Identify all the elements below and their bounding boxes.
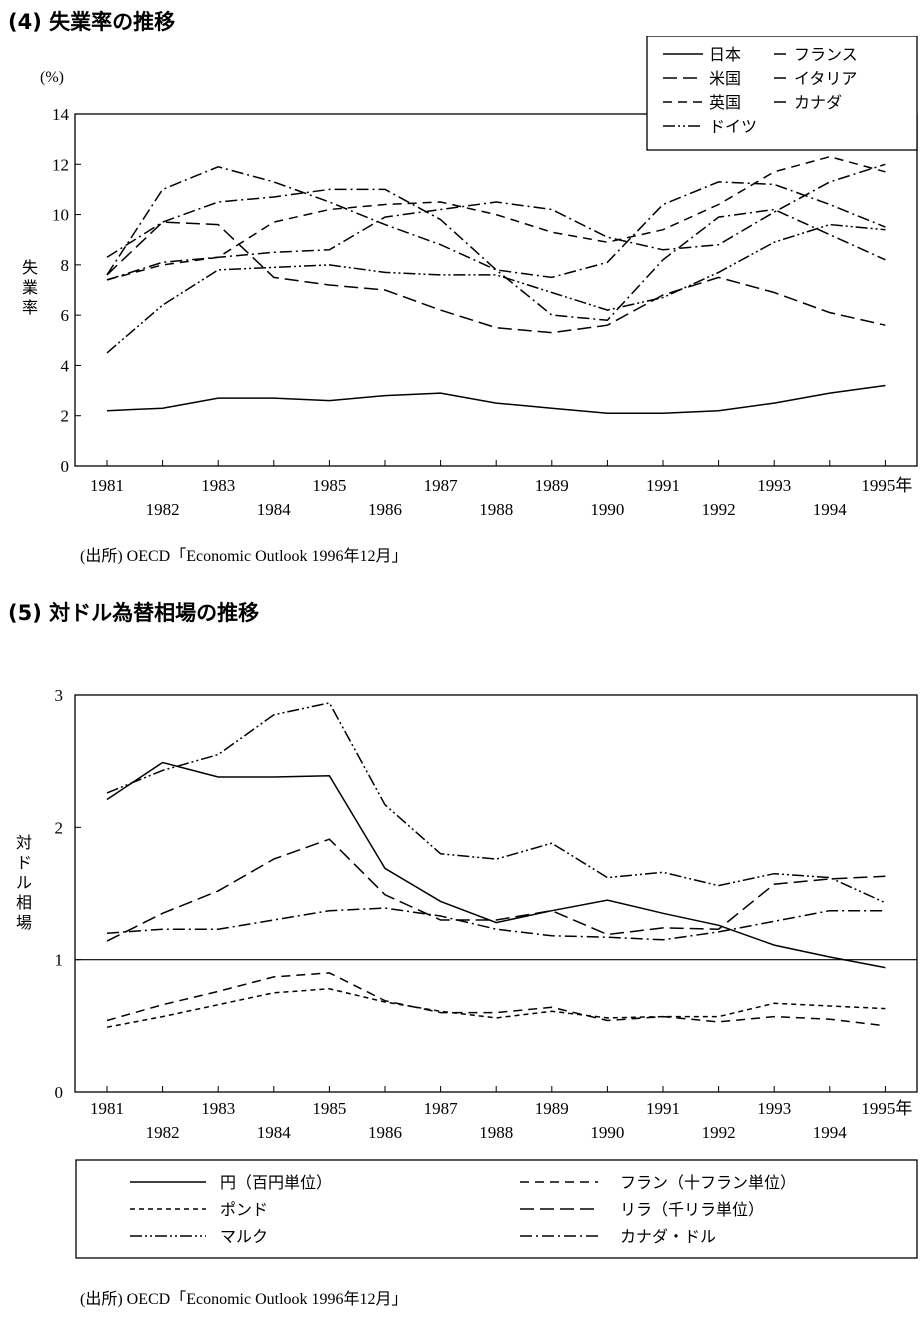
series-line-3 [106, 702, 886, 904]
legend-label: カナダ [794, 94, 842, 112]
x-tick-label: 1985 [312, 1099, 346, 1118]
y-tick-label: 4 [61, 356, 70, 375]
legend-label: 日本 [709, 46, 741, 64]
y-axis-label: ド [16, 855, 32, 872]
series-line-3 [106, 155, 886, 281]
y-tick-label: 12 [52, 155, 69, 174]
x-tick-label: 1990 [590, 500, 624, 519]
unemployment-line-chart: 0 2 4 6 8 10 12 14 (%) 失業率 1981 1982 1983 1984 1985 198… [22, 36, 918, 519]
x-tick-label: 1989 [535, 1099, 569, 1118]
section-heading-unemployment: (4) 失業率の推移 [8, 10, 176, 34]
x-tick-label: 1982 [146, 500, 180, 519]
x-tick-label: 1986 [368, 500, 402, 519]
x-tick-label: 1995年 [861, 1099, 912, 1118]
y-axis-label: 場 [16, 914, 32, 932]
series-line-5 [106, 163, 886, 281]
series-line-5 [106, 838, 886, 942]
x-tick-label: 1987 [424, 1099, 459, 1118]
series-line-6 [106, 907, 886, 941]
section-heading-exchange-rate: (5) 対ドル為替相場の推移 [8, 601, 260, 625]
x-tick-label: 1991 [646, 476, 680, 495]
legend-label: フラン（十フラン単位） [620, 1174, 796, 1192]
source-note-unemployment: (出所) OECD「Economic Outlook 1996年12月」 [80, 548, 408, 565]
legend-label: イタリア [794, 70, 857, 88]
series-line-1 [106, 761, 886, 969]
plot-frame [74, 113, 918, 467]
x-tick-label: 1988 [479, 1123, 513, 1142]
legend-label: 円（百円単位） [220, 1174, 332, 1192]
y-axis-label: 率 [22, 299, 38, 317]
x-tick-label: 1981 [90, 476, 124, 495]
y-tick-label: 8 [61, 256, 70, 275]
x-tick-label: 1983 [201, 476, 235, 495]
x-tick-label: 1993 [757, 1099, 791, 1118]
series-line-4 [106, 223, 886, 354]
y-unit-label: (%) [40, 69, 64, 86]
legend-label: ポンド [220, 1201, 268, 1219]
source-note-exchange-rate: (出所) OECD「Economic Outlook 1996年12月」 [80, 1291, 408, 1308]
y-axis-label: ル [16, 875, 32, 892]
x-tick-label: 1982 [146, 1123, 180, 1142]
x-tick-label: 1990 [590, 1123, 624, 1142]
legend-label: フランス [794, 47, 858, 64]
y-tick-label: 10 [52, 206, 69, 225]
x-tick-label: 1987 [424, 476, 459, 495]
y-tick-label: 0 [55, 1083, 64, 1102]
legend-box [646, 36, 918, 151]
y-tick-label: 0 [61, 457, 70, 476]
x-tick-label: 1992 [702, 500, 736, 519]
legend-label: カナダ・ドル [620, 1228, 716, 1246]
series-line-6 [106, 188, 886, 321]
y-axis-label: 相 [16, 894, 32, 912]
plot-frame [74, 694, 918, 1093]
x-tick-label: 1995年 [861, 476, 912, 495]
x-tick-label: 1984 [257, 1123, 292, 1142]
legend-label: ドイツ [709, 119, 757, 136]
y-axis-label: 失 [22, 259, 38, 277]
legend-label: リラ（千リラ単位） [620, 1201, 764, 1219]
y-axis-label: 業 [22, 279, 38, 297]
y-tick-label: 3 [55, 686, 64, 705]
x-tick-label: 1991 [646, 1099, 680, 1118]
x-tick-label: 1983 [201, 1099, 235, 1118]
x-tick-label: 1985 [312, 476, 346, 495]
x-tick-label: 1994 [813, 500, 848, 519]
y-tick-label: 2 [61, 407, 70, 426]
x-tick-label: 1984 [257, 500, 292, 519]
y-tick-label: 1 [55, 951, 64, 970]
x-tick-label: 1981 [90, 1099, 124, 1118]
x-tick-label: 1989 [535, 476, 569, 495]
x-tick-label: 1994 [813, 1123, 848, 1142]
legend-box [75, 1159, 918, 1259]
y-axis-label: 対 [16, 834, 32, 852]
series-line-2 [106, 988, 886, 1028]
series-line-2 [106, 221, 886, 334]
series-line-1 [106, 384, 886, 414]
y-tick-label: 6 [61, 306, 70, 325]
x-tick-label: 1992 [702, 1123, 736, 1142]
y-tick-label: 14 [52, 105, 70, 124]
x-tick-label: 1986 [368, 1123, 402, 1142]
x-tick-label: 1988 [479, 500, 513, 519]
series-line-7 [106, 166, 886, 279]
legend-label: 米国 [709, 70, 741, 88]
legend-label: マルク [220, 1228, 268, 1246]
x-tick-label: 1993 [757, 476, 791, 495]
legend-label: 英国 [709, 94, 741, 112]
y-tick-label: 2 [55, 818, 64, 837]
series-line-4 [106, 972, 886, 1027]
